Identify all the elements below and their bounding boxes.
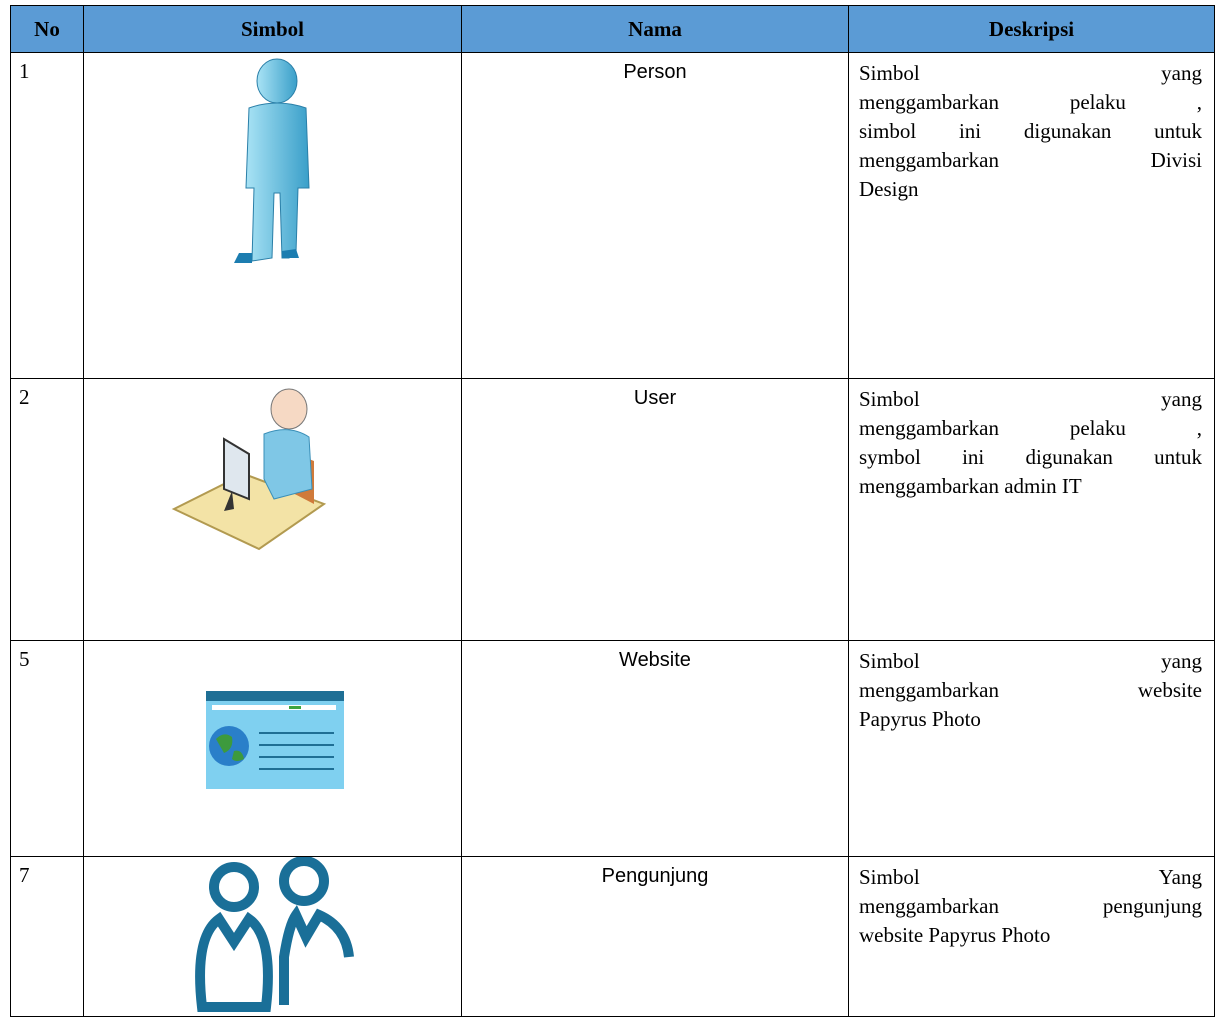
name-cell: Pengunjung [461, 856, 849, 1017]
header-cell: No [10, 5, 84, 53]
name-cell: Website [461, 640, 849, 857]
header-row: No Simbol Nama Deskripsi [10, 5, 1215, 53]
description-line: Papyrus Photo [859, 707, 981, 731]
name-cell: User [461, 378, 849, 641]
symbol-cell [83, 378, 462, 641]
name-cell: Person [461, 52, 849, 379]
symbol-table: No Simbol Nama Deskripsi 1 Person Simbol… [10, 5, 1215, 1017]
row: 1 Person Simbol yang menggambarkan pelak… [10, 52, 1215, 379]
description-line: menggambarkan pengunjung [859, 894, 1202, 918]
description-line: website Papyrus Photo [859, 923, 1051, 947]
description-line: menggambarkan admin IT [859, 474, 1082, 498]
description-line: Simbol Yang [859, 865, 1202, 889]
header-cell: Simbol [83, 5, 462, 53]
no-cell: 5 [10, 640, 84, 857]
user-icon [171, 388, 327, 551]
no-cell: 7 [10, 856, 84, 1017]
row: 2 User Simbol yang menggambarkan pelaku … [10, 378, 1215, 641]
description-cell: Simbol Yang menggambarkan pengunjung web… [848, 856, 1215, 1017]
row: 7 Pengunjung Simbol Yang menggambarkan p… [10, 856, 1215, 1017]
description-line: simbol ini digunakan untuk [859, 119, 1202, 143]
description-line: menggambarkan website [859, 678, 1202, 702]
description-line: menggambarkan pelaku , [859, 90, 1202, 114]
description-cell: Simbol yang menggambarkan website Papyru… [848, 640, 1215, 857]
no-cell: 1 [10, 52, 84, 379]
description-line: symbol ini digunakan untuk [859, 445, 1202, 469]
header-cell: Deskripsi [848, 5, 1215, 53]
visitor-icon [195, 857, 354, 1012]
description-line: menggambarkan pelaku , [859, 416, 1202, 440]
description-line: Simbol yang [859, 61, 1202, 85]
description-cell: Simbol yang menggambarkan pelaku , symbo… [848, 378, 1215, 641]
symbol-cell [83, 640, 462, 857]
symbol-cell [83, 856, 462, 1017]
no-cell: 2 [10, 378, 84, 641]
description-line: Design [859, 177, 919, 201]
row: 5 Website Simbol yang menggambarkan webs… [10, 640, 1215, 857]
website-icon [206, 691, 344, 789]
person-icon [234, 58, 310, 263]
header-cell: Nama [461, 5, 849, 53]
description-cell: Simbol yang menggambarkan pelaku , simbo… [848, 52, 1215, 379]
description-line: menggambarkan Divisi [859, 148, 1202, 172]
description-line: Simbol yang [859, 649, 1202, 673]
description-line: Simbol yang [859, 387, 1202, 411]
symbol-cell [83, 52, 462, 379]
